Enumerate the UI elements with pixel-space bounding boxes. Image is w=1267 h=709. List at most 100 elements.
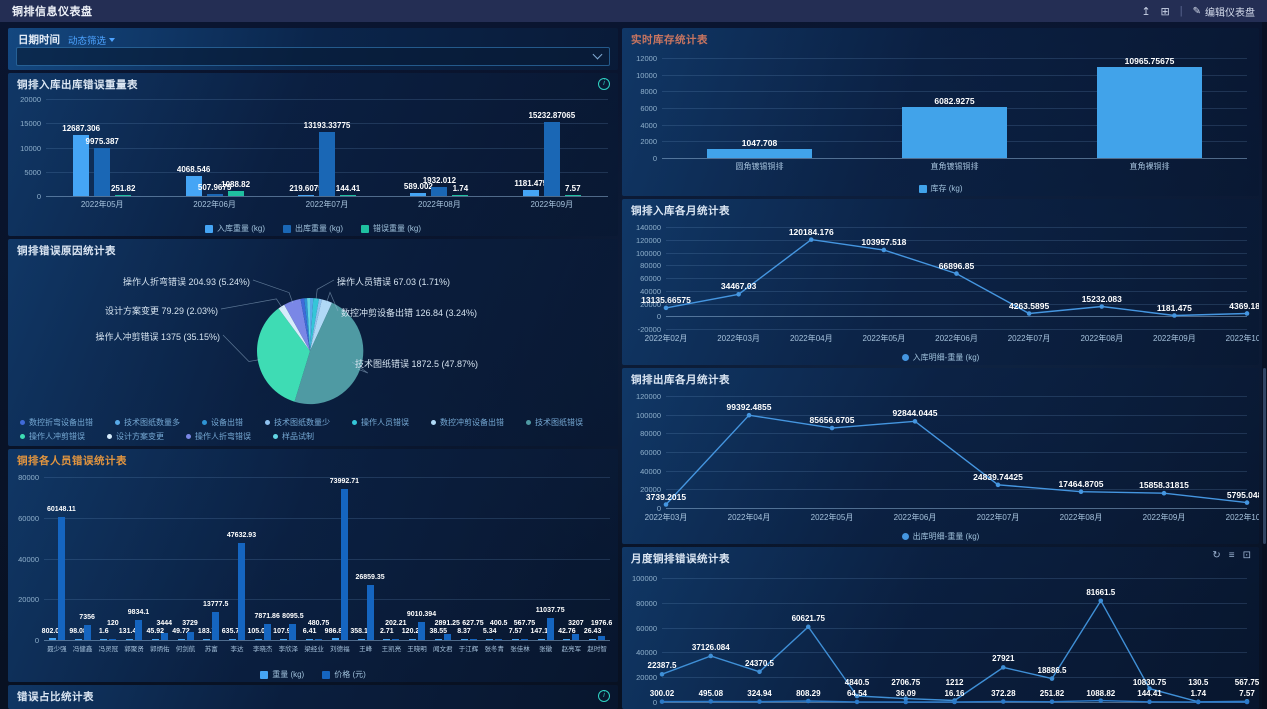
bar[interactable] xyxy=(289,623,297,640)
bar[interactable] xyxy=(460,639,468,640)
bar[interactable] xyxy=(280,639,288,640)
bar[interactable] xyxy=(100,639,108,640)
legend-item[interactable]: 技术图纸数量多 xyxy=(115,417,180,428)
bar[interactable] xyxy=(563,639,571,640)
bar[interactable] xyxy=(135,620,142,640)
bar[interactable] xyxy=(383,639,391,640)
bar[interactable] xyxy=(543,122,560,196)
bar[interactable] xyxy=(434,639,442,640)
info-icon[interactable]: i xyxy=(598,690,610,702)
bar[interactable] xyxy=(340,489,348,640)
bar[interactable] xyxy=(203,639,211,640)
legend-item[interactable]: 数控冲剪设备出错 xyxy=(431,417,504,428)
bar[interactable] xyxy=(73,134,90,196)
legend-toggle-icon[interactable]: ≡ xyxy=(1228,550,1235,561)
inventory-chart-canvas[interactable]: 0 2000 4000 6000 8000 10000 12000 圆角镀锡铜排 直角镀锡铜排 直… xyxy=(622,44,1259,196)
bar[interactable] xyxy=(431,186,448,196)
bar[interactable] xyxy=(115,194,132,196)
bar[interactable] xyxy=(48,638,56,640)
bar[interactable] xyxy=(452,195,469,196)
legend-item[interactable]: 库存 (kg) xyxy=(918,183,963,194)
legend-item[interactable]: 设备出错 xyxy=(202,417,243,428)
legend-item[interactable]: 技术图纸错误 xyxy=(526,417,583,428)
bar[interactable] xyxy=(254,639,262,640)
bar[interactable] xyxy=(409,639,416,640)
bar[interactable] xyxy=(186,632,194,640)
bar[interactable] xyxy=(340,195,356,196)
bar[interactable] xyxy=(57,517,65,640)
bar[interactable] xyxy=(572,633,580,640)
legend-item[interactable]: 入库重量 (kg) xyxy=(205,223,265,234)
bar[interactable] xyxy=(83,625,91,640)
bar[interactable] xyxy=(227,190,244,196)
bar[interactable] xyxy=(315,639,323,640)
bar[interactable] xyxy=(564,195,581,196)
legend-item[interactable]: 错误重量 (kg) xyxy=(361,223,421,234)
bar[interactable] xyxy=(469,638,477,640)
bar[interactable] xyxy=(206,193,223,196)
bar[interactable] xyxy=(1097,66,1202,158)
bar[interactable] xyxy=(357,639,365,640)
monthly-out-chart-canvas[interactable]: 0 20000 40000 60000 80000 100000 120000 3739.20… xyxy=(622,384,1259,544)
bar[interactable] xyxy=(443,634,451,640)
legend-item[interactable]: 样品试制 xyxy=(273,431,314,442)
bar[interactable] xyxy=(366,585,374,640)
dynamic-filter-link[interactable]: 动态筛选 xyxy=(68,33,116,47)
info-icon[interactable]: i xyxy=(598,78,610,90)
bar[interactable] xyxy=(410,193,427,196)
bar[interactable] xyxy=(319,132,335,196)
bar[interactable] xyxy=(109,639,117,640)
legend-item[interactable]: 出库重量 (kg) xyxy=(283,223,343,234)
legend-item[interactable]: 出库明细-重量 (kg) xyxy=(901,531,979,542)
bar[interactable] xyxy=(331,638,339,640)
legend-item[interactable]: 数控折弯设备出错 xyxy=(20,417,93,428)
date-range-select[interactable] xyxy=(16,47,610,66)
bar[interactable] xyxy=(185,176,202,196)
layout-grid-icon[interactable]: ⊞ xyxy=(1160,5,1170,18)
bar[interactable] xyxy=(902,107,1007,158)
bar[interactable] xyxy=(94,147,111,196)
export-icon[interactable]: ↥ xyxy=(1141,5,1151,18)
bar[interactable] xyxy=(707,149,812,158)
bar[interactable] xyxy=(212,611,220,640)
bar[interactable] xyxy=(160,633,168,640)
bar[interactable] xyxy=(306,639,314,640)
bar[interactable] xyxy=(392,639,400,640)
bar[interactable] xyxy=(537,639,545,640)
legend-item[interactable]: 操作人员错误 xyxy=(352,417,409,428)
bar[interactable] xyxy=(229,638,236,640)
bar[interactable] xyxy=(151,639,159,640)
bar[interactable] xyxy=(238,542,245,640)
bar[interactable] xyxy=(598,636,606,640)
inout-error-chart-canvas[interactable]: 0 5000 10000 15000 20000 2022年05月 2022年06月 2022… xyxy=(8,87,618,236)
monthly-error-chart-canvas[interactable]: 0 20000 40000 60000 80000 100000 22387.5 37126.… xyxy=(622,561,1259,709)
legend-item[interactable]: 技术图纸数量少 xyxy=(265,417,330,428)
legend-item[interactable]: 价格 (元) xyxy=(322,669,366,680)
legend-item[interactable]: 入库明细-重量 (kg) xyxy=(901,352,979,363)
bar[interactable] xyxy=(589,639,597,640)
error-reason-pie-canvas[interactable]: 操作人折弯错误 204.93 (5.24%) 操作人员错误 67.03 (1.71… xyxy=(8,253,618,446)
bar[interactable] xyxy=(486,639,494,640)
bar[interactable] xyxy=(263,624,271,640)
scrollbar-thumb[interactable] xyxy=(1263,368,1266,544)
fullscreen-icon[interactable]: ⊡ xyxy=(1242,550,1251,561)
legend-item[interactable]: 重量 (kg) xyxy=(260,669,304,680)
bar[interactable] xyxy=(521,638,528,640)
bar[interactable] xyxy=(512,639,519,640)
legend-item[interactable]: 设计方案变更 xyxy=(107,431,164,442)
person-error-chart-canvas[interactable]: 0 20000 40000 60000 80000 聂少强 冯健鑫 冯灵冠 郭聚贤 郭炳佑 何剑航 苏… xyxy=(8,463,618,682)
bar[interactable] xyxy=(522,190,539,196)
monthly-in-chart-canvas[interactable]: -20000 0 20000 40000 60000 80000 100000 120000 1… xyxy=(622,215,1259,365)
edit-dashboard-button[interactable]: ✎ 编辑仪表盘 xyxy=(1192,5,1255,19)
legend-item[interactable]: 操作人折弯错误 xyxy=(186,431,251,442)
legend-item[interactable]: 操作人冲剪错误 xyxy=(20,431,85,442)
bar[interactable] xyxy=(177,639,185,640)
bar[interactable] xyxy=(298,194,314,196)
bar[interactable] xyxy=(418,621,425,640)
bar[interactable] xyxy=(495,639,503,640)
bar[interactable] xyxy=(546,617,554,640)
bar[interactable] xyxy=(74,639,82,640)
scrollbar[interactable] xyxy=(1262,22,1267,709)
bar[interactable] xyxy=(126,639,133,640)
refresh-icon[interactable]: ↻ xyxy=(1212,550,1221,561)
